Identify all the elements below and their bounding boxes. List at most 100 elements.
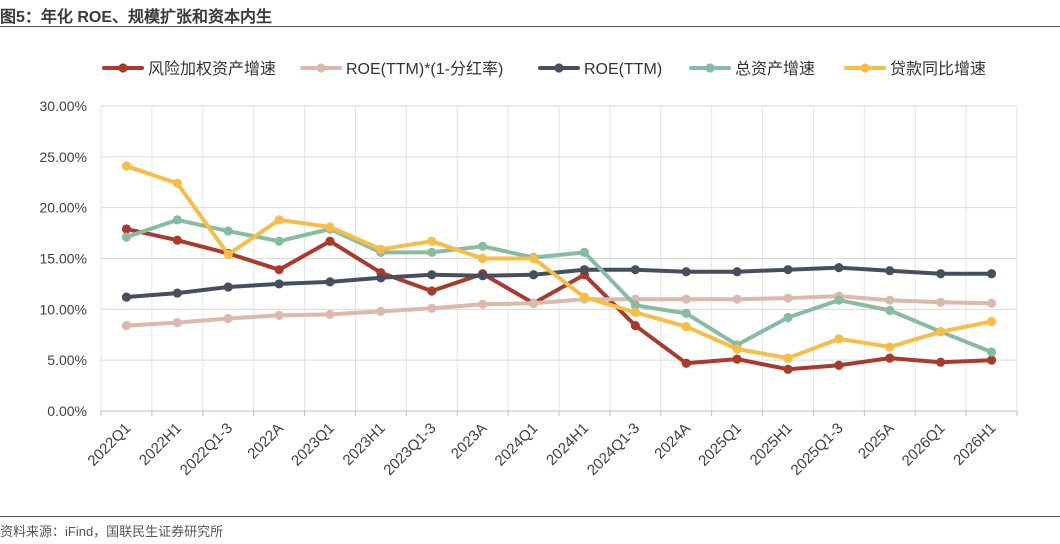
legend-item: 贷款同比增速 — [844, 60, 986, 78]
data-point — [630, 300, 640, 310]
data-point — [936, 357, 946, 367]
legend-label: ROE(TTM) — [584, 61, 662, 78]
x-tick-label: 2024H1 — [543, 420, 592, 469]
data-point — [274, 279, 284, 289]
data-point — [885, 305, 895, 315]
data-point — [376, 244, 386, 254]
data-point — [121, 232, 132, 242]
legend-label: 贷款同比增速 — [890, 60, 986, 78]
data-point — [783, 353, 793, 363]
series-line — [124, 217, 994, 354]
legend-item: ROE(TTM) — [538, 61, 662, 78]
data-point — [478, 253, 488, 264]
legend-item: 风险加权资产增速 — [102, 60, 276, 78]
line-chart: 风险加权资产增速 ROE(TTM)*(1-分红率) ROE(TTM) 总资产增速 贷款同… — [40, 60, 1018, 479]
legend-swatch-marker — [118, 63, 128, 73]
legend-label: 风险加权资产增速 — [148, 60, 276, 78]
series-line — [124, 265, 994, 300]
x-tick-label: 2023A — [448, 420, 491, 463]
data-point — [172, 288, 182, 298]
legend-swatch-marker — [554, 63, 564, 73]
data-point — [478, 271, 488, 281]
data-point — [630, 265, 640, 275]
data-point — [427, 270, 437, 280]
data-point — [325, 222, 335, 232]
x-tick-label: 2023H1 — [340, 420, 389, 469]
data-point — [936, 327, 946, 337]
data-point — [630, 307, 640, 317]
data-point — [681, 267, 691, 277]
data-point — [986, 316, 997, 327]
legend-item: 总资产增速 — [689, 60, 815, 78]
y-tick-label: 30.00% — [40, 98, 87, 114]
y-tick-label: 0.00% — [47, 403, 87, 419]
data-point — [528, 253, 539, 264]
y-tick-label: 20.00% — [40, 200, 87, 216]
data-point — [986, 347, 997, 357]
data-point — [223, 226, 233, 236]
x-tick-label: 2022H1 — [136, 420, 185, 469]
data-point — [223, 282, 233, 292]
series-5 — [121, 161, 997, 363]
data-point — [478, 241, 488, 251]
data-point — [885, 295, 895, 305]
x-tick-label: 2023Q1-3 — [380, 420, 439, 479]
x-tick-label: 2025Q1-3 — [788, 420, 847, 479]
data-point — [478, 299, 488, 309]
data-point — [885, 353, 895, 363]
data-point — [172, 317, 182, 328]
data-point — [681, 358, 691, 368]
data-point — [834, 263, 844, 273]
data-point — [325, 309, 335, 320]
y-axis: 0.00% 5.00% 10.00% 15.00% 20.00% 25.00% 30.00% — [40, 98, 87, 419]
chart-grid — [100, 105, 1018, 412]
data-point — [274, 215, 284, 225]
data-point — [936, 297, 946, 307]
legend-label: 总资产增速 — [735, 60, 815, 78]
data-point — [274, 236, 284, 246]
data-point — [783, 265, 793, 275]
data-point — [732, 344, 742, 354]
data-point — [681, 308, 691, 318]
chart-legend: 风险加权资产增速 ROE(TTM)*(1-分红率) ROE(TTM) 总资产增速 贷款同… — [102, 60, 986, 78]
data-point — [325, 277, 335, 287]
data-point — [172, 235, 182, 245]
data-point — [427, 303, 437, 313]
data-point — [274, 310, 284, 321]
y-tick-label: 15.00% — [40, 251, 87, 267]
legend-item: ROE(TTM)*(1-分红率) — [300, 60, 503, 78]
data-point — [783, 293, 793, 303]
data-point — [376, 306, 386, 316]
data-point — [325, 236, 335, 246]
series-line — [124, 227, 994, 372]
data-point — [986, 298, 997, 308]
series-3 — [121, 263, 997, 302]
data-point — [528, 298, 539, 308]
x-tick-label: 2025Q1 — [695, 420, 745, 470]
legend-swatch-marker — [705, 63, 715, 73]
data-point — [223, 249, 233, 260]
x-tick-label: 2022A — [244, 420, 287, 463]
data-point — [121, 224, 132, 234]
data-point — [121, 321, 132, 331]
x-tick-label: 2025H1 — [747, 420, 796, 469]
data-point — [936, 269, 946, 279]
x-tick-label: 2026Q1 — [899, 420, 949, 470]
legend-swatch-marker — [860, 63, 870, 73]
x-tick-label: 2024Q1-3 — [584, 420, 643, 479]
data-point — [681, 322, 691, 332]
data-point — [783, 364, 793, 374]
data-point — [630, 321, 640, 331]
data-point — [427, 236, 437, 246]
data-point — [986, 269, 997, 279]
source-divider — [0, 516, 1060, 517]
x-tick-label: 2025A — [855, 420, 898, 463]
x-tick-label: 2023Q1 — [288, 420, 338, 470]
data-point — [274, 265, 284, 275]
data-point — [528, 270, 539, 280]
data-point — [732, 354, 742, 364]
data-point — [223, 313, 233, 324]
x-tick-label: 2022Q1-3 — [177, 420, 236, 479]
data-point — [885, 342, 895, 352]
